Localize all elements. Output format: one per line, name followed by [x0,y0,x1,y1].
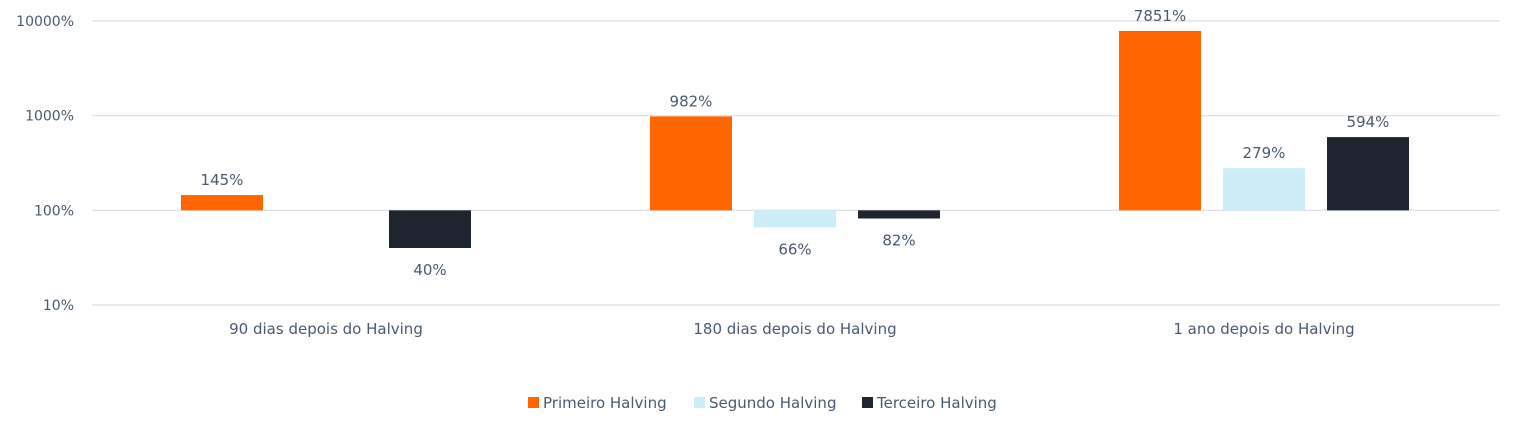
data-labels: 145% 982% 7851% 66% 279% 40% 82% 594% [201,7,1390,279]
bar [650,116,732,211]
bar [858,210,940,219]
bar [754,210,836,228]
legend-item: Primeiro Halving [528,394,667,412]
y-tick-label: 10% [43,298,74,314]
data-label: 982% [670,92,713,110]
legend-swatch [694,397,705,408]
data-label: 82% [882,231,915,249]
legend-label: Terceiro Halving [876,394,997,412]
legend-label: Segundo Halving [709,394,836,412]
bar [181,195,263,211]
x-category-label: 90 dias depois do Halving [229,320,423,338]
data-label: 594% [1347,113,1390,131]
y-tick-label: 10000% [16,14,74,30]
data-label: 7851% [1134,7,1186,25]
y-tick-label: 1000% [25,109,74,125]
x-axis-categories: 90 dias depois do Halving 180 dias depois… [229,320,1355,338]
legend-swatch [862,397,873,408]
legend: Primeiro Halving Segundo Halving Terceiro … [528,394,997,412]
x-category-label: 1 ano depois do Halving [1173,320,1354,338]
legend-item: Segundo Halving [694,394,836,412]
y-axis-ticks: 10% 100% 1000% 10000% [16,14,74,314]
bar [1223,168,1305,211]
bar [1327,137,1409,211]
data-label: 66% [778,240,811,258]
x-category-label: 180 dias depois do Halving [693,320,896,338]
bar [389,210,471,249]
legend-swatch [528,397,539,408]
data-label: 145% [201,171,244,189]
legend-item: Terceiro Halving [862,394,997,412]
data-label: 40% [413,261,446,279]
gridlines [92,20,1500,306]
data-label: 279% [1243,144,1286,162]
legend-label: Primeiro Halving [543,394,667,412]
bar [1119,30,1201,211]
y-tick-label: 100% [34,203,74,219]
bars [181,30,1409,249]
